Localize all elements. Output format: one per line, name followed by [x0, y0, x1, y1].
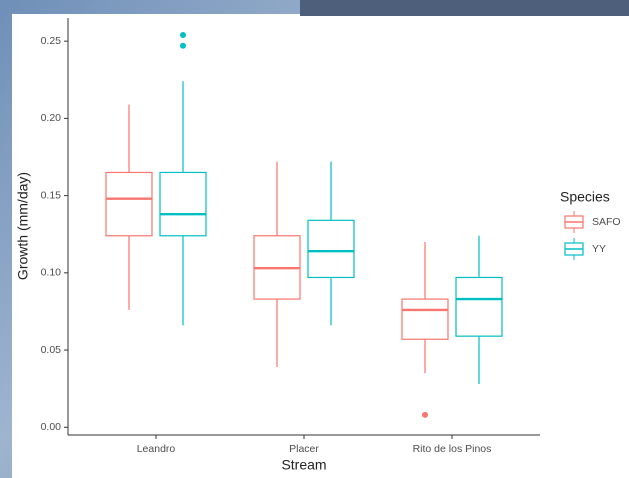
box [159, 171, 207, 237]
x-axis-title: Stream [281, 457, 326, 473]
x-tick-label: Rito de los Pinos [413, 443, 492, 455]
legend-label: YY [592, 243, 606, 255]
y-tick-label: 0.25 [41, 35, 62, 47]
x-tick-label: Leandro [137, 443, 176, 455]
legend-title: Species [560, 189, 610, 205]
box [455, 276, 503, 337]
y-tick-label: 0.00 [41, 421, 62, 433]
y-tick-label: 0.05 [41, 344, 62, 356]
x-tick-label: Placer [289, 443, 319, 455]
outlier [180, 42, 186, 49]
box [401, 298, 449, 340]
outlier [422, 411, 428, 418]
legend-label: SAFO [592, 216, 621, 228]
y-tick-label: 0.20 [41, 112, 62, 124]
box [105, 171, 153, 237]
box [307, 219, 355, 279]
outlier [180, 31, 186, 38]
y-tick-label: 0.10 [41, 267, 62, 279]
y-tick-label: 0.15 [41, 189, 62, 201]
y-axis-title: Growth (mm/day) [15, 172, 31, 280]
background-photo-strip [300, 0, 629, 16]
